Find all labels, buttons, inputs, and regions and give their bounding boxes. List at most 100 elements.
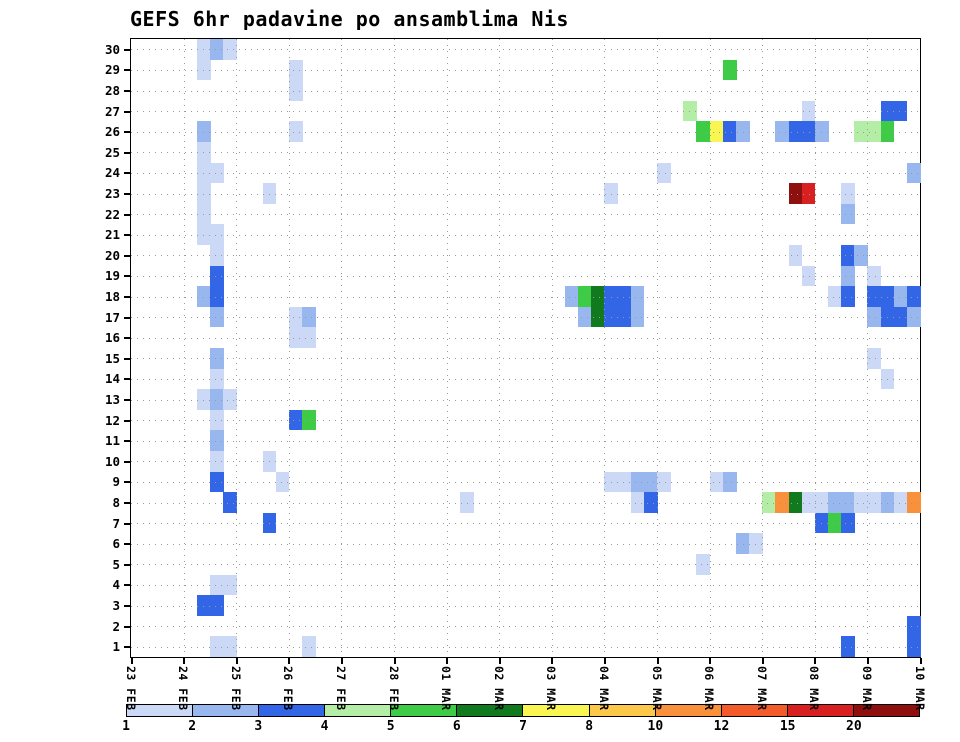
y-axis-label: 17 — [104, 309, 120, 325]
gridline-horizontal — [131, 152, 920, 154]
heatmap-cell — [209, 162, 224, 184]
gridline-horizontal — [131, 564, 920, 566]
heatmap-cell — [578, 306, 592, 328]
heatmap-cell — [906, 492, 921, 513]
y-axis-label: 18 — [104, 289, 120, 304]
x-axis-tick — [340, 658, 343, 664]
heatmap-cell — [578, 286, 592, 307]
heatmap-cell — [209, 368, 224, 390]
x-axis-label: 02 MAR — [491, 666, 506, 711]
y-axis-label: 12 — [104, 412, 120, 428]
gridline-vertical — [657, 39, 658, 657]
heatmap-cell — [617, 471, 632, 493]
y-axis-label: 15 — [104, 350, 120, 366]
heatmap-cell — [196, 224, 211, 245]
heatmap-cell — [301, 636, 316, 657]
heatmap-cell — [880, 492, 895, 513]
x-axis-label: 08 MAR — [807, 666, 822, 711]
legend-value-label: 8 — [585, 719, 594, 734]
x-axis-label: 04 MAR — [596, 666, 611, 711]
heatmap-cell — [209, 389, 224, 410]
heatmap-cell — [196, 183, 211, 204]
legend-value-label: 7 — [519, 719, 527, 734]
y-axis-label: 20 — [104, 247, 120, 263]
heatmap-cell — [459, 492, 474, 513]
heatmap-cell — [854, 245, 868, 266]
gridline-vertical — [499, 39, 501, 657]
x-axis-label: 27 FEB — [333, 666, 348, 711]
gridline-horizontal — [131, 49, 920, 51]
heatmap-cell — [288, 409, 303, 431]
heatmap-cell — [196, 121, 211, 142]
legend-color-segment — [193, 705, 260, 716]
heatmap-cell — [762, 492, 776, 513]
x-axis-label: 28 FEB — [386, 666, 401, 711]
y-axis-label: 25 — [104, 144, 120, 160]
y-axis-tick — [124, 522, 130, 525]
y-axis-tick — [124, 563, 130, 566]
legend-color-segment — [721, 705, 788, 716]
heatmap-cell — [604, 183, 619, 204]
y-axis-tick — [124, 316, 130, 319]
y-axis-tick — [124, 481, 130, 484]
color-scale-bar — [126, 704, 920, 717]
y-axis-label: 1 — [112, 639, 120, 655]
x-axis-tick — [183, 658, 186, 664]
gridline-horizontal — [131, 420, 920, 422]
heatmap-cell — [288, 327, 303, 348]
x-axis-label: 05 MAR — [649, 666, 664, 711]
gridline-vertical — [446, 39, 448, 657]
legend-color-segment — [325, 705, 392, 716]
heatmap-cell — [867, 121, 882, 142]
x-axis-tick — [551, 658, 554, 664]
x-axis-tick — [919, 658, 922, 664]
heatmap-cell — [209, 430, 224, 451]
legend-value-label: 3 — [254, 719, 263, 734]
heatmap-cell — [196, 286, 211, 307]
gridline-horizontal — [131, 605, 920, 607]
heatmap-cell — [906, 306, 921, 328]
y-axis-tick — [124, 543, 130, 546]
gridline-horizontal — [131, 646, 920, 648]
heatmap-cell — [288, 306, 303, 328]
y-axis-tick — [124, 90, 130, 92]
heatmap-cell — [196, 39, 211, 60]
y-axis-tick — [124, 605, 130, 607]
heatmap-cell — [301, 409, 316, 431]
heatmap-cell — [209, 265, 224, 287]
y-axis-tick — [124, 234, 130, 237]
x-axis-tick — [288, 658, 291, 664]
heatmap-cell — [223, 574, 237, 596]
heatmap-cell — [801, 265, 816, 287]
y-axis-label: 13 — [104, 392, 120, 407]
gridline-vertical — [341, 39, 343, 657]
heatmap-cell — [604, 286, 619, 307]
y-axis-label: 19 — [104, 268, 120, 284]
heatmap-cell — [262, 451, 277, 472]
gridline-horizontal — [131, 481, 920, 483]
heatmap-cell — [893, 492, 908, 513]
gridline-horizontal — [131, 378, 920, 380]
heatmap-cell — [880, 286, 895, 307]
heatmap-cell — [209, 595, 224, 616]
heatmap-cell — [801, 121, 816, 142]
heatmap-cell — [906, 636, 921, 657]
x-axis-tick — [393, 658, 396, 664]
x-axis-label: 01 MAR — [439, 666, 454, 711]
legend-value-label: 10 — [647, 719, 664, 734]
heatmap-cell — [591, 306, 605, 328]
heatmap-cell — [262, 183, 277, 204]
y-axis-label: 22 — [104, 206, 120, 222]
heatmap-cell — [209, 286, 224, 307]
heatmap-cell — [893, 100, 908, 122]
gridline-horizontal — [131, 234, 920, 236]
legend-value-label: 2 — [188, 719, 197, 734]
heatmap-cell — [775, 121, 790, 142]
heatmap-cell — [630, 306, 645, 328]
heatmap-cell — [880, 121, 895, 142]
heatmap-cell — [223, 39, 237, 60]
gridline-horizontal — [131, 543, 920, 545]
y-axis-tick — [124, 584, 130, 587]
y-axis-tick — [124, 48, 130, 51]
y-axis-tick — [124, 419, 130, 422]
